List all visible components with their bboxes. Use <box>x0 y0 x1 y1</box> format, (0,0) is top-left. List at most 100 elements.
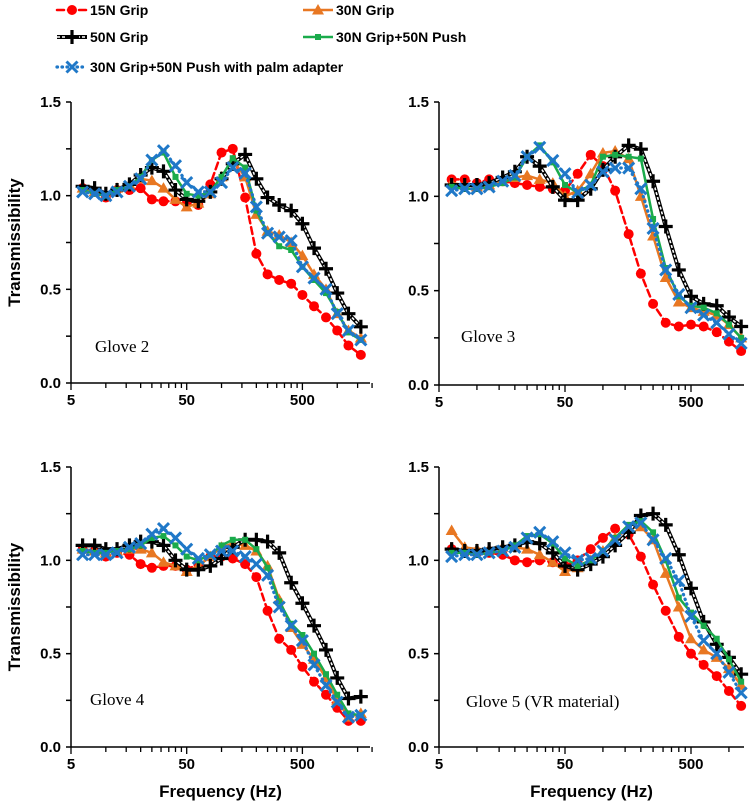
series-30n-grip-50n-push-with-palm-adapter <box>76 522 368 724</box>
data-point <box>319 642 334 657</box>
data-point <box>353 689 368 704</box>
x-tick-label: 5 <box>435 394 443 411</box>
data-point <box>659 551 673 566</box>
data-point <box>684 581 698 596</box>
series-30n-grip-50n-push-with-palm-adapter <box>76 144 368 347</box>
data-point <box>99 189 113 203</box>
series-line <box>451 512 742 675</box>
data-point <box>659 567 672 578</box>
data-point <box>341 323 356 338</box>
data-point <box>521 169 534 181</box>
data-point <box>558 167 572 181</box>
data-point <box>251 572 262 583</box>
data-point <box>309 301 320 312</box>
data-point <box>284 619 298 633</box>
data-point <box>646 533 660 547</box>
legend-label: 50N Grip <box>90 29 148 45</box>
data-point <box>634 182 648 196</box>
data-point <box>496 174 510 188</box>
y-tick-label: 1.5 <box>408 459 429 476</box>
data-point <box>633 142 648 157</box>
data-point <box>330 670 345 685</box>
data-point <box>156 164 171 179</box>
data-point <box>354 708 368 722</box>
y-tick-label: 1.0 <box>40 188 61 205</box>
data-point <box>659 263 673 277</box>
data-point <box>710 647 724 661</box>
data-point <box>545 179 560 194</box>
data-point <box>262 605 273 616</box>
data-point <box>284 203 299 218</box>
data-point <box>145 527 159 541</box>
data-point <box>659 271 672 282</box>
data-point <box>711 671 722 682</box>
data-point <box>711 327 722 338</box>
data-point <box>319 678 333 692</box>
data-point <box>341 306 356 321</box>
data-point <box>145 153 159 167</box>
data-point <box>172 173 179 180</box>
legend-entry: 50N Grip <box>57 29 148 45</box>
data-point <box>673 321 684 332</box>
series-50n-grip <box>444 138 749 334</box>
data-point <box>522 557 533 568</box>
data-point <box>545 545 560 560</box>
data-point <box>608 161 622 175</box>
panel-title: Glove 3 <box>461 327 515 346</box>
data-point <box>458 548 472 562</box>
data-point <box>76 185 90 199</box>
x-tick-label: 50 <box>557 756 574 773</box>
data-point <box>295 260 309 274</box>
data-point <box>226 544 240 558</box>
data-point <box>180 175 194 190</box>
data-point <box>88 548 102 562</box>
data-point <box>673 631 684 642</box>
data-point <box>99 548 113 562</box>
data-point <box>546 153 560 168</box>
data-point <box>635 268 646 279</box>
y-tick-label: 1.0 <box>408 188 429 205</box>
data-point <box>520 531 534 545</box>
data-point <box>675 594 682 601</box>
data-point <box>697 308 711 322</box>
data-point <box>319 282 333 296</box>
data-point <box>334 691 341 698</box>
data-point <box>599 153 606 160</box>
data-point <box>725 321 732 328</box>
data-point <box>286 644 297 655</box>
y-tick-label: 0.5 <box>408 646 429 663</box>
data-point <box>242 164 249 171</box>
x-tick-label: 500 <box>678 756 703 773</box>
y-tick-label: 0.5 <box>40 646 61 663</box>
data-point <box>286 278 297 289</box>
series-30n-grip-50n-push-with-palm-adapter <box>445 140 748 351</box>
data-point <box>672 574 686 588</box>
data-point <box>195 192 202 199</box>
data-point <box>596 544 610 558</box>
data-point <box>508 540 522 554</box>
data-point <box>240 192 251 203</box>
data-point <box>276 598 283 605</box>
data-point <box>532 536 547 551</box>
data-point <box>218 542 225 549</box>
data-point <box>684 289 698 304</box>
data-point <box>647 229 660 241</box>
data-point <box>238 166 252 180</box>
data-point <box>330 286 345 301</box>
y-tick-label: 1.5 <box>40 94 61 111</box>
data-point <box>216 147 227 158</box>
data-point <box>584 551 598 566</box>
data-point <box>203 185 217 199</box>
data-point <box>520 150 534 164</box>
data-point <box>203 558 218 573</box>
data-point <box>122 540 137 554</box>
data-point <box>295 596 310 611</box>
data-point <box>295 216 310 231</box>
data-point <box>343 340 354 351</box>
legend-label: 30N Grip+50N Push with palm adapter <box>90 59 344 75</box>
data-point <box>532 159 547 174</box>
legend-label: 30N Grip <box>336 2 394 18</box>
data-point <box>330 307 344 321</box>
data-point <box>596 165 610 179</box>
data-point <box>297 661 308 672</box>
